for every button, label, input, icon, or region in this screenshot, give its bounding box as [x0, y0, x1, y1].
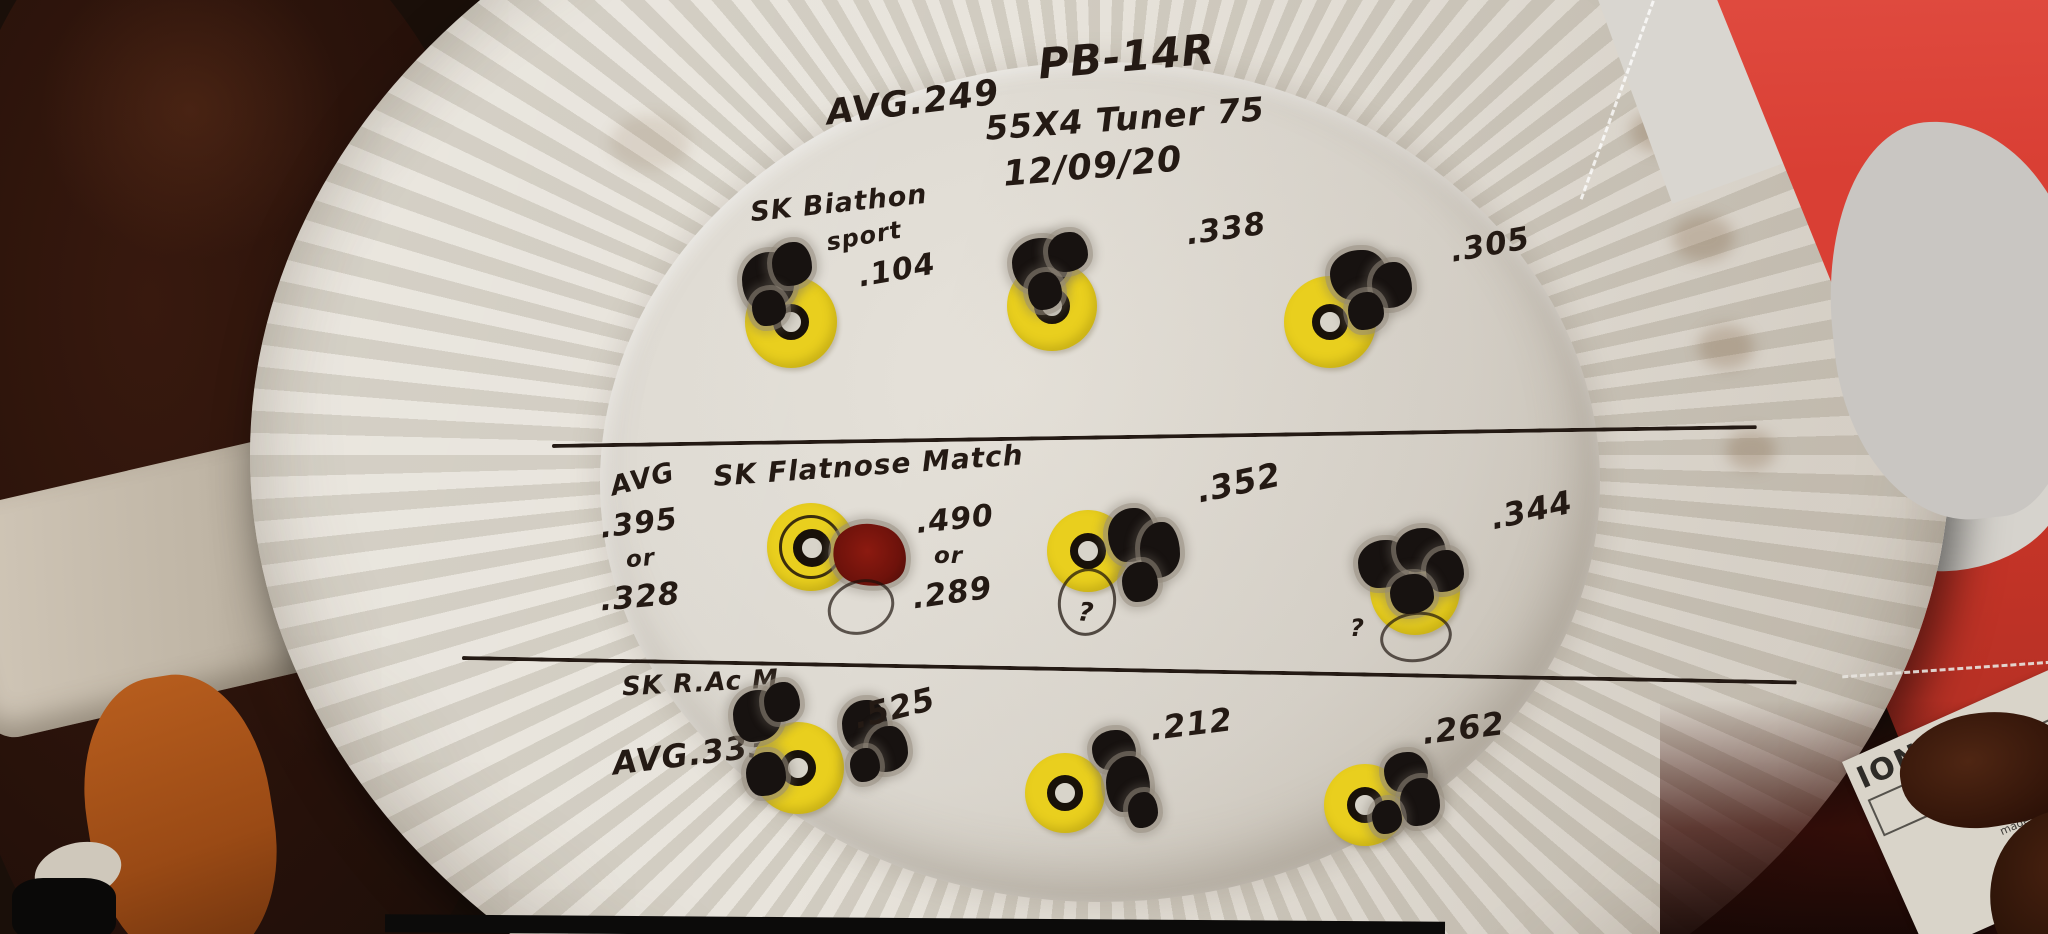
row3-group-value-2: .212 — [1147, 700, 1235, 748]
plate-smudge — [1672, 215, 1734, 261]
row2-alt-value-a: .490 — [914, 498, 996, 541]
bullet-hole — [1028, 272, 1062, 310]
bullet-hole — [850, 748, 880, 782]
bear-fur-highlight-top — [40, 0, 340, 260]
row3-group-value-3: .262 — [1419, 704, 1507, 752]
row2-alt-or: or — [934, 543, 964, 569]
bullet-hole — [764, 682, 800, 722]
bullet-hole — [1400, 778, 1440, 826]
bullet-hole — [1426, 550, 1464, 592]
bullet-hole — [1390, 574, 1434, 614]
bullet-hole — [752, 290, 786, 326]
row2-avg-value-b: .328 — [598, 575, 682, 619]
bullseye-ring — [1047, 775, 1083, 811]
row2-question-mark-2: ? — [1076, 597, 1096, 629]
bullet-hole — [1348, 292, 1384, 330]
bullet-hole — [746, 752, 786, 796]
row2-avg-or: or — [624, 544, 657, 574]
row2-question-mark-3: ? — [1350, 614, 1365, 642]
bullet-hole — [1128, 792, 1158, 828]
bullseye-ring — [1312, 304, 1348, 340]
plate-smudge — [1726, 430, 1776, 470]
bullet-hole — [772, 242, 812, 286]
bear-black-part — [12, 878, 116, 934]
plate-smudge — [610, 115, 690, 170]
bullet-hole — [1048, 232, 1088, 272]
bullseye-ring — [1070, 533, 1106, 569]
target-sticker-r3t2 — [1025, 753, 1105, 833]
plate-smudge — [1698, 325, 1754, 369]
bullet-hole — [1372, 800, 1402, 834]
bullet-hole — [1122, 562, 1158, 602]
